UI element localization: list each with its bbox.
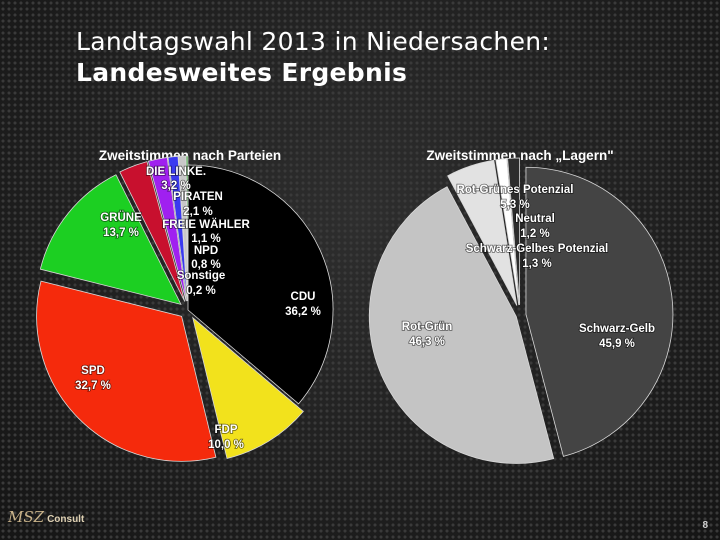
pie-lager-labels: Schwarz-Gelb 45,9 % Rot-Grün 46,3 % Rot-… xyxy=(401,183,656,351)
label-spd-name: SPD xyxy=(81,365,105,377)
label-sonstige-value: 0,2 % xyxy=(186,285,215,297)
pie-chart-parties: Zweitstimmen nach Parteien CDU 36,2 % FD… xyxy=(36,148,334,462)
chart-title-parties: Zweitstimmen nach Parteien xyxy=(99,148,281,163)
label-npd-value: 0,8 % xyxy=(191,259,220,271)
pie-parties-slices xyxy=(36,155,334,462)
slide-title-line1: Landtagswahl 2013 in Niedersachen: xyxy=(76,27,551,56)
label-rotgruen-value: 46,3 % xyxy=(409,336,445,348)
label-gruene-value: 13,7 % xyxy=(103,227,139,239)
pie-slice-cdu xyxy=(187,164,334,405)
brand-logo: MSZ Consult xyxy=(8,508,84,526)
pie-slice-schwarz-gelb xyxy=(525,166,674,457)
page-number: 8 xyxy=(702,520,708,531)
pie-slice-neutral xyxy=(495,158,520,306)
pie-slice-spd xyxy=(36,280,217,462)
label-neutral-value: 1,2 % xyxy=(520,228,549,240)
slide-title-line2: Landesweites Ergebnis xyxy=(76,58,408,87)
label-cdu-value: 36,2 % xyxy=(285,306,321,318)
label-sgpotenzial-value: 1,3 % xyxy=(522,258,551,270)
label-linke-name: DIE LINKE. xyxy=(146,166,206,178)
label-fdp-name: FDP xyxy=(215,424,238,436)
pie-slice-rot-grün xyxy=(368,186,555,464)
label-neutral-name: Neutral xyxy=(515,213,555,225)
label-schwarzgelb-name: Schwarz-Gelb xyxy=(579,323,655,335)
logo-text: MSZ xyxy=(8,508,45,526)
pie-lager-slices xyxy=(368,157,674,464)
label-rgpotenzial-value: 5,3 % xyxy=(500,199,529,211)
pie-slice-piraten xyxy=(147,156,187,302)
label-sgpotenzial-name: Schwarz-Gelbes Potenzial xyxy=(466,243,609,255)
label-sonstige-name: Sonstige xyxy=(177,270,226,282)
pie-slice-rot-grünes-potenzial xyxy=(447,159,518,306)
label-npd-name: NPD xyxy=(194,245,218,257)
pie-chart-lager: Zweitstimmen nach „Lagern" Schwarz-Gelb … xyxy=(368,148,674,464)
label-linke-value: 3,2 % xyxy=(161,180,190,192)
pie-slice-freie-wähler xyxy=(167,155,188,302)
label-piraten-value: 2,1 % xyxy=(183,206,212,218)
label-freiewaehler-name: FREIE WÄHLER xyxy=(162,218,250,231)
chart-title-lager: Zweitstimmen nach „Lagern" xyxy=(426,148,613,163)
label-piraten-name: PIRATEN xyxy=(173,191,223,203)
label-rotgruen-name: Rot-Grün xyxy=(402,321,452,333)
pie-parties-labels: CDU 36,2 % FDP 10,0 % SPD 32,7 % GRÜNE 1… xyxy=(74,165,321,452)
label-fdp-value: 10,0 % xyxy=(208,439,244,451)
pie-slice-schwarz-gelbes-potenzial xyxy=(507,157,520,306)
label-cdu-name: CDU xyxy=(291,291,316,303)
pie-slice-die-linke xyxy=(119,161,186,302)
label-spd-value: 32,7 % xyxy=(75,380,111,392)
pie-slice-fdp xyxy=(192,316,304,460)
logo-subtext: Consult xyxy=(47,514,85,525)
label-rgpotenzial-name: Rot-Grünes Potenzial xyxy=(457,184,574,196)
label-freiewaehler-value: 1,1 % xyxy=(191,233,220,245)
slide-title: Landtagswahl 2013 in Niedersachen: Lande… xyxy=(76,26,550,88)
label-schwarzgelb-value: 45,9 % xyxy=(599,338,635,350)
pie-slice-sonstige xyxy=(185,155,189,302)
label-gruene-name: GRÜNE xyxy=(100,211,142,224)
pie-slice-grüne xyxy=(39,174,182,305)
